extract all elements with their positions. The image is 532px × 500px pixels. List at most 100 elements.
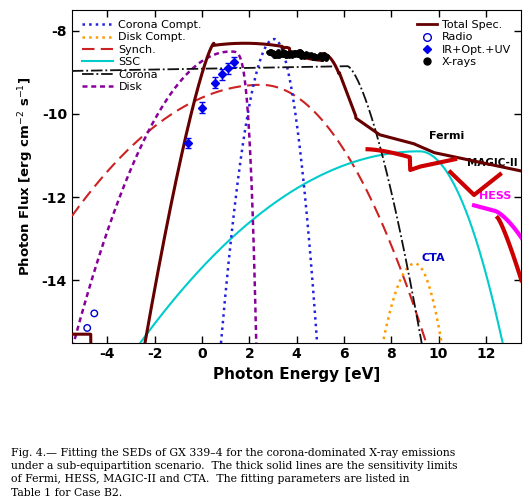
Point	[312, 54, 321, 62]
Point	[289, 50, 297, 58]
Point	[269, 50, 278, 58]
Point	[286, 50, 294, 58]
Point	[284, 50, 293, 58]
Point	[317, 53, 326, 61]
Point	[295, 47, 304, 55]
Point	[310, 52, 318, 60]
Point	[83, 324, 92, 332]
Point	[296, 48, 305, 56]
Point	[295, 48, 304, 56]
Text: CTA: CTA	[422, 254, 446, 264]
Point	[275, 52, 284, 60]
Point	[273, 52, 281, 60]
Point	[318, 56, 327, 64]
Point	[305, 52, 314, 60]
Point	[282, 50, 291, 58]
Point	[306, 50, 314, 58]
Point	[296, 49, 304, 57]
Point	[313, 52, 322, 60]
Point	[321, 53, 329, 61]
Point	[283, 48, 292, 56]
Point	[279, 50, 288, 58]
Point	[275, 50, 283, 58]
Point	[289, 48, 298, 56]
Point	[264, 49, 273, 57]
Point	[282, 52, 290, 60]
Point	[304, 50, 312, 58]
Point	[297, 53, 305, 61]
Point	[310, 52, 319, 60]
Text: MAGIC-II: MAGIC-II	[467, 158, 518, 168]
Point	[266, 50, 275, 58]
Point	[267, 48, 276, 56]
Point	[272, 49, 280, 57]
Point	[267, 50, 275, 58]
Point	[322, 52, 331, 60]
Point	[265, 46, 274, 54]
Point	[286, 50, 295, 58]
Text: Fermi: Fermi	[429, 131, 464, 141]
Legend: Total Spec., Radio, IR+Opt.+UV, X-rays: Total Spec., Radio, IR+Opt.+UV, X-rays	[412, 16, 516, 72]
Point	[292, 49, 300, 57]
Point	[277, 50, 286, 58]
Point	[288, 50, 297, 58]
Point	[313, 52, 321, 60]
Point	[314, 54, 322, 62]
Point	[279, 47, 287, 55]
Point	[294, 50, 302, 58]
Point	[269, 50, 277, 58]
Point	[308, 52, 317, 60]
Point	[307, 50, 315, 58]
Point	[311, 52, 319, 60]
Point	[278, 50, 286, 58]
Point	[265, 48, 273, 56]
Point	[264, 48, 272, 56]
Point	[267, 47, 276, 55]
Point	[306, 51, 315, 59]
Point	[271, 50, 280, 58]
Point	[277, 52, 285, 60]
Point	[296, 48, 305, 56]
Point	[301, 50, 310, 58]
Point	[270, 49, 278, 57]
Point	[277, 49, 285, 57]
Point	[297, 49, 306, 57]
Point	[312, 52, 320, 60]
Point	[302, 49, 310, 57]
Point	[295, 49, 303, 57]
Point	[271, 52, 279, 60]
Point	[285, 52, 294, 60]
Point	[298, 50, 306, 58]
Point	[280, 48, 289, 56]
Point	[288, 49, 296, 57]
Point	[304, 50, 313, 58]
Point	[321, 54, 330, 62]
Point	[272, 51, 281, 59]
Point	[276, 50, 285, 58]
Point	[278, 50, 287, 58]
Point	[319, 53, 327, 61]
Point	[274, 50, 282, 58]
Point	[297, 50, 305, 58]
Point	[90, 310, 98, 318]
Point	[296, 50, 304, 58]
Point	[299, 50, 307, 58]
X-axis label: Photon Energy [eV]: Photon Energy [eV]	[213, 367, 380, 382]
Point	[309, 54, 318, 62]
Point	[295, 48, 303, 56]
Point	[315, 50, 324, 58]
Point	[303, 52, 311, 60]
Y-axis label: Photon Flux [erg cm$^{-2}$ s$^{-1}$]: Photon Flux [erg cm$^{-2}$ s$^{-1}$]	[16, 76, 36, 276]
Point	[270, 52, 279, 60]
Point	[303, 52, 312, 60]
Text: HESS: HESS	[479, 191, 511, 201]
Point	[290, 48, 298, 56]
Point	[292, 48, 301, 56]
Point	[301, 50, 309, 58]
Point	[300, 50, 308, 58]
Point	[316, 52, 325, 60]
Point	[314, 52, 323, 60]
Point	[302, 52, 311, 60]
Point	[280, 51, 288, 59]
Point	[272, 51, 280, 59]
